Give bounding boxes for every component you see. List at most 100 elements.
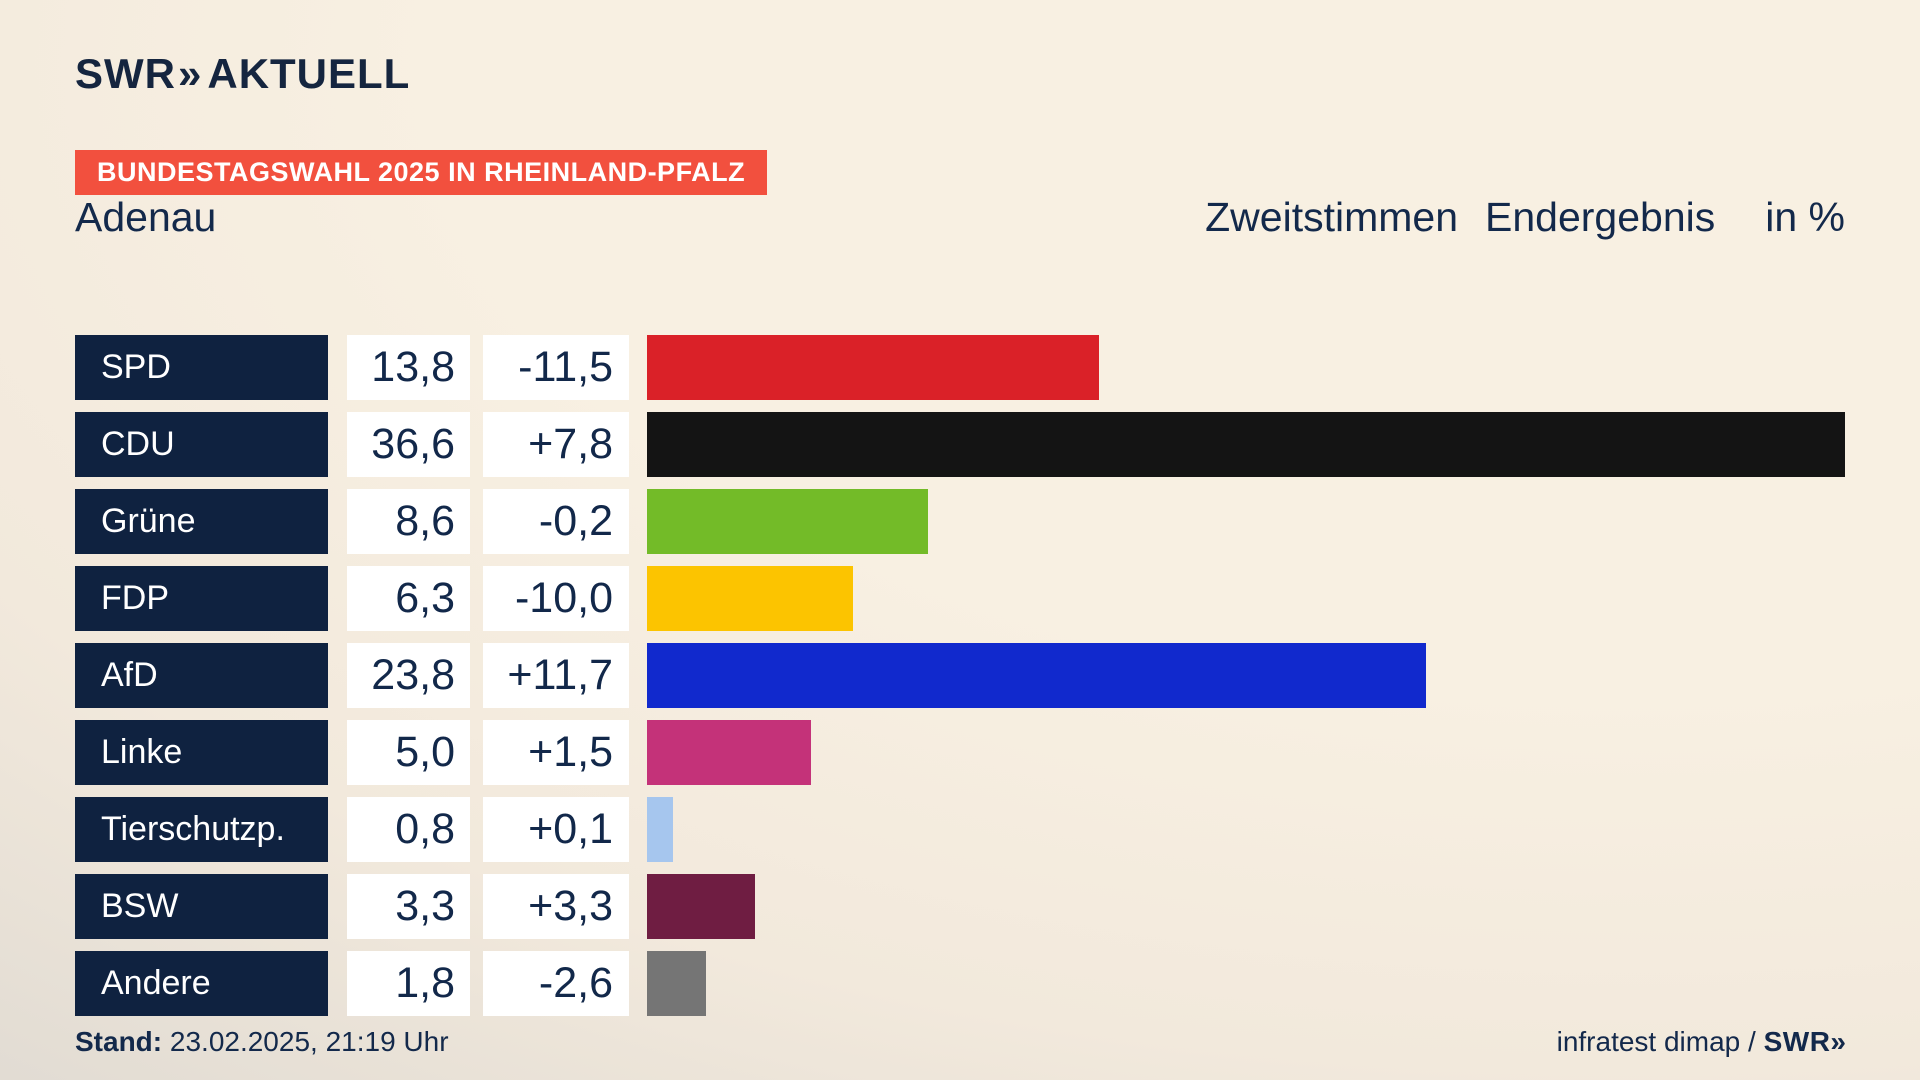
party-bar: [647, 566, 854, 631]
party-label-box: Linke: [75, 720, 328, 785]
swr-footer-wordmark: SWR»: [1763, 1026, 1846, 1057]
party-diff: +1,5: [528, 728, 613, 776]
party-label: CDU: [101, 425, 175, 463]
party-value-box: 36,6: [347, 412, 470, 477]
party-value-box: 13,8: [347, 335, 470, 400]
party-value-box: 3,3: [347, 874, 470, 939]
party-bar: [647, 412, 1845, 477]
swr-wordmark: SWR: [75, 50, 176, 97]
party-bar-area: [647, 643, 1845, 708]
election-badge: BUNDESTAGSWAHL 2025 IN RHEINLAND-PFALZ: [75, 150, 768, 195]
party-bar: [647, 720, 811, 785]
party-label: Andere: [101, 964, 211, 1002]
party-value-box: 6,3: [347, 566, 470, 631]
chart-rows: SPD 13,8 -11,5 CDU 36,6 +7,8: [75, 335, 1845, 1028]
party-diff-box: +11,7: [483, 643, 629, 708]
party-bar-area: [647, 566, 1845, 631]
party-row: CDU 36,6 +7,8: [75, 412, 1845, 477]
stand-label: Stand:: [75, 1026, 163, 1057]
swr-footer-text: SWR: [1763, 1026, 1831, 1057]
party-label: AfD: [101, 656, 158, 694]
party-bar: [647, 874, 756, 939]
chart-title-part-2: Endergebnis: [1485, 194, 1716, 240]
party-row: SPD 13,8 -11,5: [75, 335, 1845, 400]
party-label-box: AfD: [75, 643, 328, 708]
party-diff-box: -11,5: [483, 335, 629, 400]
stand-line: Stand: 23.02.2025, 21:19 Uhr: [75, 1026, 449, 1058]
party-value-box: 1,8: [347, 951, 470, 1016]
party-value-box: 23,8: [347, 643, 470, 708]
party-row: Tierschutzp. 0,8 +0,1: [75, 797, 1845, 862]
stand-value: 23.02.2025, 21:19 Uhr: [162, 1026, 449, 1057]
party-label-box: SPD: [75, 335, 328, 400]
party-value: 23,8: [371, 651, 455, 699]
party-label-box: CDU: [75, 412, 328, 477]
party-diff: +7,8: [528, 420, 613, 468]
party-bar: [647, 797, 674, 862]
party-bar-area: [647, 412, 1845, 477]
party-value: 0,8: [395, 805, 455, 853]
party-row: FDP 6,3 -10,0: [75, 566, 1845, 631]
party-value: 5,0: [395, 728, 455, 776]
party-bar-area: [647, 874, 1845, 939]
party-diff-box: +7,8: [483, 412, 629, 477]
party-diff: -2,6: [538, 959, 613, 1007]
party-diff: +0,1: [528, 805, 613, 853]
party-label: BSW: [101, 887, 179, 925]
party-bar: [647, 643, 1427, 708]
party-diff-box: +1,5: [483, 720, 629, 785]
party-value-box: 0,8: [347, 797, 470, 862]
party-value-box: 8,6: [347, 489, 470, 554]
party-value: 3,3: [395, 882, 455, 930]
subheader: Adenau Zweitstimmen Endergebnis in %: [75, 194, 1845, 241]
swr-aktuell-logo: SWR» AKTUELL: [75, 50, 410, 98]
party-label-box: Grüne: [75, 489, 328, 554]
party-value: 13,8: [371, 343, 455, 391]
footer: Stand: 23.02.2025, 21:19 Uhr infratest d…: [75, 1026, 1846, 1058]
party-value: 8,6: [395, 497, 455, 545]
party-row: Linke 5,0 +1,5: [75, 720, 1845, 785]
double-chevron-icon: »: [178, 50, 201, 97]
party-label: SPD: [101, 348, 171, 386]
party-value-box: 5,0: [347, 720, 470, 785]
source-credit: infratest dimap / SWR»: [1556, 1026, 1846, 1058]
aktuell-wordmark: AKTUELL: [207, 50, 411, 97]
party-bar-area: [647, 335, 1845, 400]
party-bar: [647, 951, 706, 1016]
region-title: Adenau: [75, 194, 217, 240]
double-chevron-icon: »: [1830, 1026, 1846, 1057]
party-row: AfD 23,8 +11,7: [75, 643, 1845, 708]
chart-title-part-1: Zweitstimmen: [1205, 194, 1458, 240]
party-value: 36,6: [371, 420, 455, 468]
party-label: Linke: [101, 733, 183, 771]
party-bar: [647, 489, 929, 554]
party-diff-box: -2,6: [483, 951, 629, 1016]
party-diff: +11,7: [507, 651, 613, 699]
party-diff-box: -10,0: [483, 566, 629, 631]
party-bar-area: [647, 951, 1845, 1016]
party-diff-box: -0,2: [483, 489, 629, 554]
party-diff-box: +0,1: [483, 797, 629, 862]
party-diff: -10,0: [514, 574, 613, 622]
source-text: infratest dimap /: [1556, 1026, 1764, 1057]
party-bar-area: [647, 797, 1845, 862]
party-diff: -11,5: [518, 343, 613, 391]
chart-title: Zweitstimmen Endergebnis in %: [1205, 194, 1845, 241]
party-bar-area: [647, 720, 1845, 785]
party-label-box: BSW: [75, 874, 328, 939]
party-label-box: Andere: [75, 951, 328, 1016]
party-value: 6,3: [395, 574, 455, 622]
party-label-box: FDP: [75, 566, 328, 631]
party-row: Andere 1,8 -2,6: [75, 951, 1845, 1016]
party-label: FDP: [101, 579, 169, 617]
party-row: Grüne 8,6 -0,2: [75, 489, 1845, 554]
party-row: BSW 3,3 +3,3: [75, 874, 1845, 939]
party-value: 1,8: [395, 959, 455, 1007]
party-bar: [647, 335, 1099, 400]
party-diff: -0,2: [538, 497, 613, 545]
party-diff: +3,3: [528, 882, 613, 930]
party-label-box: Tierschutzp.: [75, 797, 328, 862]
party-diff-box: +3,3: [483, 874, 629, 939]
party-bar-area: [647, 489, 1845, 554]
